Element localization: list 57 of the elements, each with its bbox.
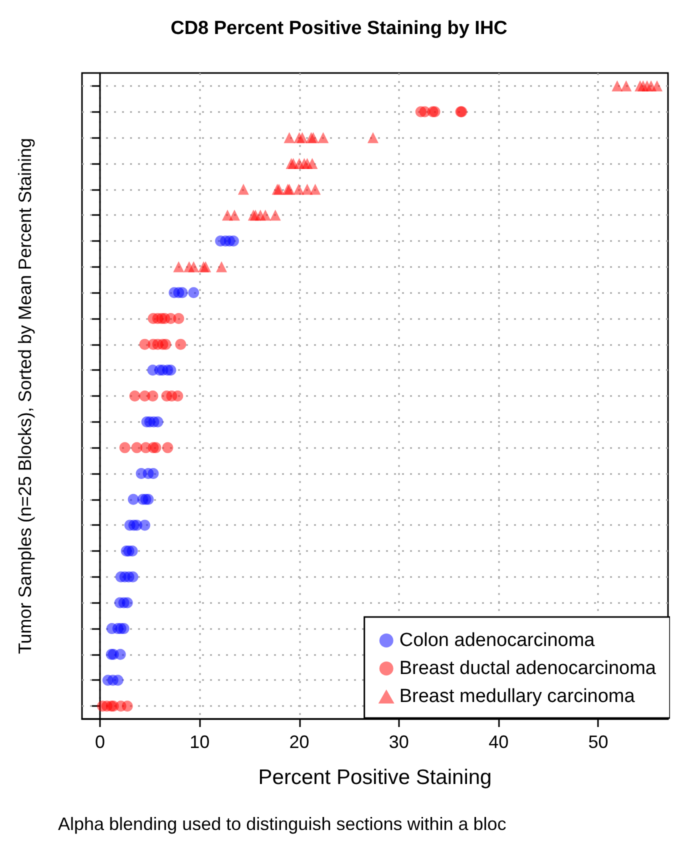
point	[302, 184, 313, 195]
point	[293, 184, 304, 195]
point	[175, 338, 186, 350]
x-tick-label: 50	[588, 732, 608, 752]
x-tick-label: 0	[94, 732, 105, 752]
point	[188, 261, 200, 272]
point	[119, 442, 130, 454]
point	[188, 287, 200, 298]
point	[310, 184, 321, 195]
point	[368, 132, 379, 144]
point	[142, 494, 154, 505]
point	[128, 494, 139, 505]
text: Alpha blending used to distinguish sections within a bloc	[58, 814, 506, 834]
point	[260, 210, 271, 221]
point	[270, 210, 281, 221]
point	[173, 312, 184, 324]
y-axis-title: Tumor Samples (n=25 Blocks), Sorted by Mean Percent Staining	[15, 138, 35, 654]
point	[173, 261, 184, 272]
legend-label: Breast medullary carcinoma	[399, 686, 636, 707]
x-tick-label: 10	[190, 732, 210, 752]
x-tick-label: 40	[488, 732, 509, 752]
point	[147, 390, 158, 402]
point	[129, 390, 140, 402]
point	[172, 390, 184, 402]
point	[139, 520, 150, 531]
point	[114, 648, 126, 660]
point	[148, 468, 159, 480]
chart-title: CD8 Percent Positive Staining by IHC	[170, 18, 508, 39]
point	[127, 571, 138, 582]
point	[318, 132, 329, 144]
point	[228, 235, 239, 246]
x-axis-title: Percent Positive Staining	[258, 766, 492, 789]
point	[238, 184, 249, 195]
point	[284, 132, 295, 144]
point	[122, 597, 133, 608]
point	[165, 364, 176, 376]
x-tick-label: 30	[388, 732, 409, 752]
point	[652, 80, 663, 92]
point	[131, 442, 142, 454]
point	[216, 261, 228, 272]
point	[122, 700, 133, 712]
point	[112, 674, 124, 686]
point	[118, 623, 130, 634]
point	[162, 442, 174, 454]
point	[176, 287, 188, 298]
point	[126, 546, 138, 557]
point	[296, 132, 308, 144]
x-tick-label: 20	[289, 732, 310, 752]
legend-label: Breast ductal adenocarcinoma	[399, 658, 656, 679]
point	[152, 416, 164, 428]
point	[620, 80, 632, 92]
point	[612, 80, 623, 92]
point	[228, 210, 240, 221]
legend-label: Colon adenocarcinoma	[399, 630, 596, 651]
point	[150, 442, 162, 454]
point	[306, 158, 318, 169]
point	[160, 338, 172, 350]
